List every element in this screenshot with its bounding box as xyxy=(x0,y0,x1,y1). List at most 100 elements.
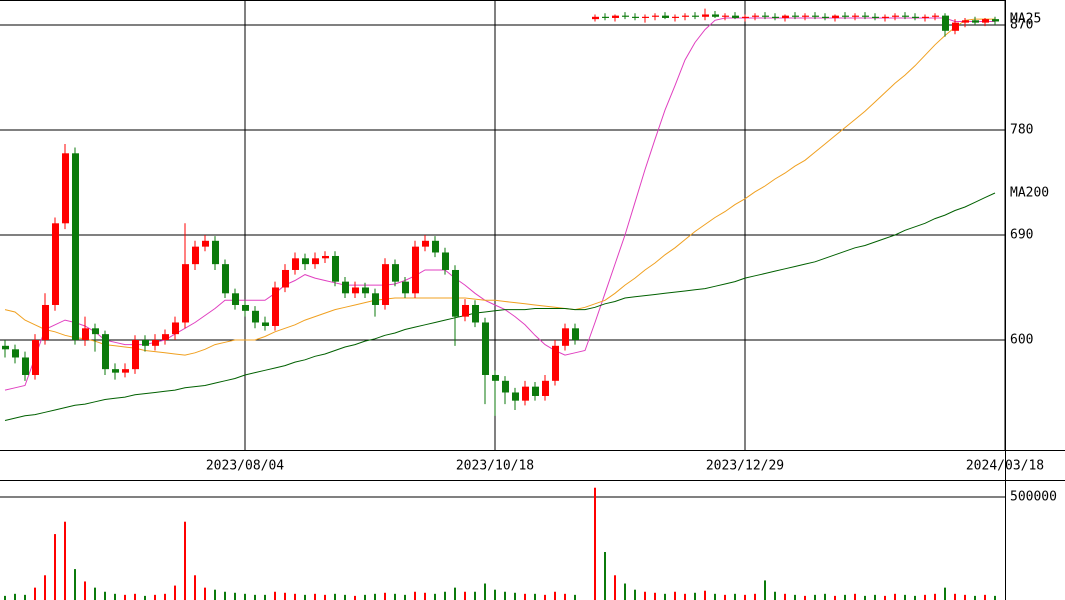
candle-body xyxy=(642,16,649,18)
candle-body xyxy=(472,304,479,323)
candle-body xyxy=(382,264,389,305)
volume-bar xyxy=(594,487,596,600)
candle-body xyxy=(962,20,969,23)
candle-body xyxy=(532,386,539,396)
volume-bar xyxy=(654,592,656,600)
volume-bar xyxy=(384,592,386,600)
candle-body xyxy=(442,252,449,270)
volume-bar xyxy=(354,595,356,600)
volume-bar xyxy=(344,594,346,600)
volume-bar xyxy=(904,594,906,600)
volume-bar xyxy=(444,591,446,600)
volume-bar xyxy=(684,593,686,600)
candle-body xyxy=(502,380,509,393)
candle-body xyxy=(132,339,139,370)
x-tick-label: 2023/10/18 xyxy=(456,459,534,474)
volume-bar xyxy=(944,587,946,600)
volume-bar xyxy=(424,592,426,600)
candle-body xyxy=(422,240,429,247)
volume-bar xyxy=(704,590,706,600)
volume-bar xyxy=(94,587,96,600)
volume-bar xyxy=(44,575,46,600)
volume-bar xyxy=(924,594,926,600)
candle-body xyxy=(242,304,249,311)
candle-body xyxy=(722,15,729,17)
volume-bar xyxy=(614,575,616,600)
candle-body xyxy=(852,15,859,17)
x-tick-label: 2023/08/04 xyxy=(206,459,284,474)
volume-bar xyxy=(494,589,496,600)
candle-body xyxy=(232,293,239,305)
volume-bar xyxy=(284,592,286,600)
candle-body xyxy=(42,304,49,340)
candle-body xyxy=(392,264,399,282)
candle-body xyxy=(402,281,409,294)
y-tick-label: 600 xyxy=(1010,332,1033,347)
candle-body xyxy=(112,369,119,373)
volume-bar xyxy=(814,594,816,600)
volume-bar xyxy=(754,593,756,600)
volume-bar xyxy=(854,593,856,600)
candle-body xyxy=(622,15,629,17)
candle-body xyxy=(512,392,519,401)
candle-body xyxy=(612,15,619,18)
volume-bar xyxy=(644,591,646,600)
moving-average-line xyxy=(4,18,995,356)
x-tick-label: 2024/03/18 xyxy=(966,459,1044,474)
volume-bar xyxy=(864,595,866,600)
volume-bar xyxy=(794,594,796,600)
candle-body xyxy=(752,15,759,17)
candle-body xyxy=(892,15,899,17)
candle-body xyxy=(882,16,889,18)
candle-body xyxy=(122,369,129,373)
volume-bar xyxy=(154,594,156,600)
candle-body xyxy=(932,15,939,17)
volume-bar xyxy=(324,594,326,600)
y-tick-label: 870 xyxy=(1010,17,1033,32)
volume-bar xyxy=(604,552,606,600)
candle-body xyxy=(352,287,359,294)
candle-body xyxy=(802,15,809,17)
volume-bar xyxy=(144,595,146,600)
candle-body xyxy=(312,258,319,265)
volume-bar xyxy=(984,594,986,600)
candle-body xyxy=(222,264,229,294)
volume-bar xyxy=(664,593,666,600)
volume-bar xyxy=(104,591,106,600)
candle-body xyxy=(592,16,599,20)
volume-bar xyxy=(834,595,836,600)
candle-body xyxy=(82,328,89,340)
volume-bar xyxy=(994,595,996,600)
candle-body xyxy=(102,334,109,370)
candle-body xyxy=(262,322,269,326)
candle-body xyxy=(552,345,559,381)
series-label: MA25 xyxy=(1010,12,1041,27)
candle-body xyxy=(702,14,709,17)
series-label: MA200 xyxy=(1010,185,1049,200)
volume-bar xyxy=(264,594,266,600)
volume-bar xyxy=(544,594,546,600)
volume-bar xyxy=(784,593,786,600)
x-tick-label: 2023/12/29 xyxy=(706,459,784,474)
candle-body xyxy=(92,328,99,335)
volume-bar xyxy=(734,593,736,600)
candle-body xyxy=(982,19,989,23)
volume-bar xyxy=(564,593,566,600)
candle-body xyxy=(662,15,669,18)
candle-body xyxy=(712,14,719,17)
candle-body xyxy=(162,334,169,340)
moving-average-line xyxy=(4,17,995,391)
volume-bar xyxy=(254,594,256,600)
candle-body xyxy=(492,374,499,381)
volume-bar xyxy=(674,591,676,600)
volume-bar xyxy=(974,595,976,600)
volume-bar xyxy=(824,593,826,600)
candle-body xyxy=(732,15,739,18)
candle-body xyxy=(792,15,799,17)
candle-body xyxy=(632,16,639,18)
volume-bar xyxy=(184,521,186,600)
candle-body xyxy=(762,15,769,17)
volume-bar xyxy=(874,594,876,600)
